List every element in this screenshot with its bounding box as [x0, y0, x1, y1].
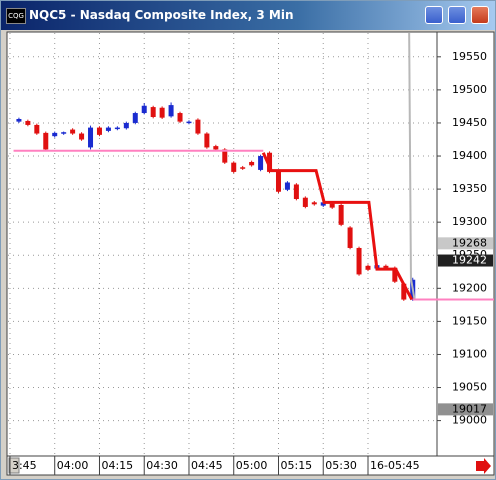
- candle-body: [186, 121, 192, 124]
- candle-body: [168, 105, 174, 117]
- x-tick-label: 04:15: [101, 459, 133, 472]
- candle-body: [195, 119, 201, 134]
- candle-body: [96, 127, 102, 135]
- scroll-right-arrow[interactable]: [476, 458, 491, 474]
- y-tick-label: 19550: [452, 50, 487, 63]
- candle-body: [356, 247, 362, 275]
- price-marker: [438, 403, 493, 416]
- x-tick-label: 05:30: [325, 459, 357, 472]
- candle-body: [114, 127, 120, 130]
- candle-body: [311, 202, 317, 205]
- candle-body: [284, 182, 290, 190]
- y-tick-label: 19200: [452, 281, 487, 294]
- candle-body: [105, 127, 111, 131]
- candle-body: [320, 202, 326, 206]
- x-tick-label: 04:45: [191, 459, 223, 472]
- candle-body: [204, 133, 210, 148]
- candle-body: [177, 113, 183, 122]
- candle-body: [347, 227, 353, 248]
- candle-body: [132, 113, 138, 123]
- candle-body: [231, 162, 237, 172]
- candle-body: [70, 129, 76, 134]
- candle-body: [275, 171, 281, 192]
- candle-body: [401, 283, 407, 300]
- y-tick-label: 19300: [452, 215, 487, 228]
- price-marker-label: 19242: [452, 254, 487, 267]
- candle-body: [222, 149, 228, 163]
- candle-body: [123, 122, 129, 129]
- overlay-line: [408, 32, 416, 300]
- price-marker: [438, 237, 493, 250]
- x-tick-label: 16-05:45: [370, 459, 420, 472]
- candle-body: [141, 105, 147, 114]
- candle-body: [258, 156, 264, 170]
- candle-body: [240, 167, 246, 169]
- candle-body: [249, 161, 255, 166]
- y-tick-label: 19100: [452, 347, 487, 360]
- candle-body: [52, 132, 58, 137]
- x-tick-label: 05:15: [280, 459, 312, 472]
- chart-panel: [6, 31, 495, 457]
- candle-body: [61, 132, 67, 134]
- candle-body: [25, 120, 31, 125]
- y-tick-label: 19350: [452, 182, 487, 195]
- candle-body: [43, 132, 49, 150]
- candle-body: [338, 204, 344, 225]
- scroll-box[interactable]: [8, 457, 20, 474]
- window-title: NQC5 - Nasdaq Composite Index, 3 Min: [29, 8, 294, 22]
- y-tick-label: 19400: [452, 149, 487, 162]
- maximize-button[interactable]: [448, 6, 466, 24]
- app-icon: CQG: [6, 8, 26, 24]
- price-marker-label: 19017: [452, 402, 487, 415]
- candle-body: [159, 107, 165, 118]
- candle-body: [329, 203, 335, 208]
- x-tick-label: 05:00: [236, 459, 268, 472]
- candle-body: [150, 107, 156, 118]
- candle-body: [293, 184, 299, 200]
- candle-body: [88, 127, 94, 148]
- overlay-line: [261, 152, 414, 301]
- x-tick-label: 04:00: [57, 459, 89, 472]
- close-button[interactable]: [471, 6, 489, 24]
- y-tick-label: 19150: [452, 314, 487, 327]
- x-tick-label: 04:30: [146, 459, 178, 472]
- y-tick-label: 19500: [452, 83, 487, 96]
- price-marker-label: 19268: [452, 236, 487, 249]
- y-tick-label: 19050: [452, 381, 487, 394]
- minimize-button[interactable]: [425, 6, 443, 24]
- y-tick-label: 19450: [452, 116, 487, 129]
- y-tick-label: 19000: [452, 414, 487, 427]
- title-bar: CQG NQC5 - Nasdaq Composite Index, 3 Min: [1, 1, 495, 30]
- candle-body: [213, 146, 219, 150]
- candle-body: [392, 267, 398, 282]
- price-marker: [438, 254, 493, 267]
- candle-body: [302, 197, 308, 207]
- candle-body: [34, 124, 40, 134]
- candle-body: [16, 118, 22, 122]
- candle-body: [365, 265, 371, 270]
- candle-body: [383, 265, 389, 268]
- candle-body: [267, 152, 273, 172]
- x-tick-label: 3:45: [12, 459, 37, 472]
- candle-body: [79, 133, 85, 140]
- time-axis-panel: [6, 455, 495, 476]
